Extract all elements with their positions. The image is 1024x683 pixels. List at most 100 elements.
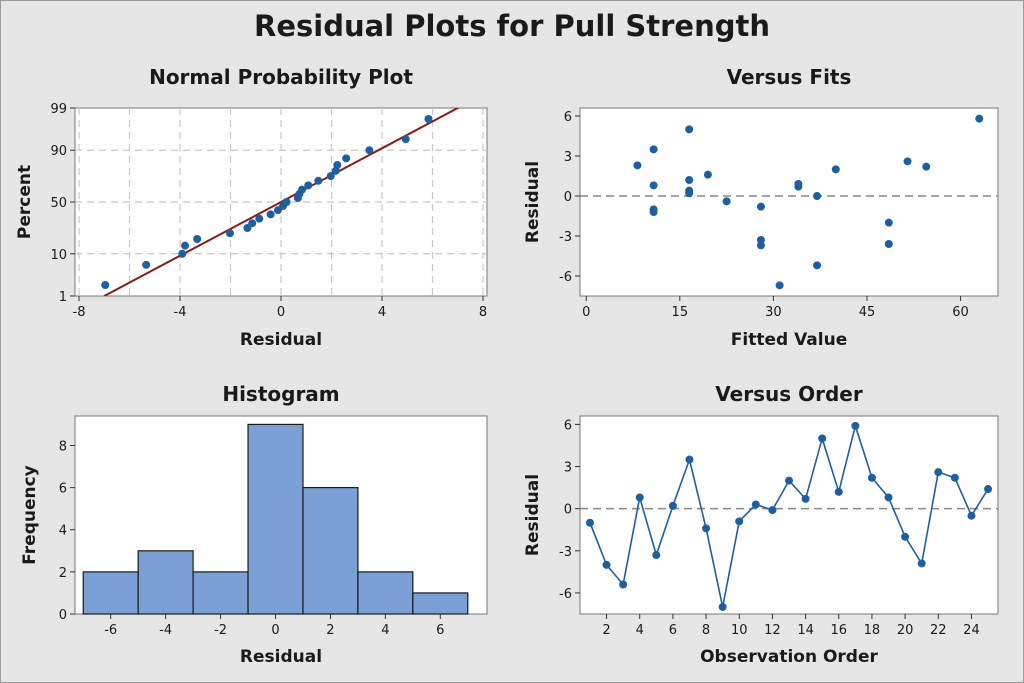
versus-order-x-tick-label: 2	[602, 623, 610, 638]
versus-fits-y-tick-label: -3	[559, 230, 572, 245]
versus-order-point	[818, 434, 827, 443]
versus-fits-x-tick-label: 45	[859, 305, 876, 320]
histogram-x-tick-label: 4	[381, 623, 389, 638]
histogram-bar	[137, 550, 194, 615]
versus-order-title: Versus Order	[715, 382, 863, 406]
normal-probability-point	[326, 172, 335, 181]
normal-probability-point	[365, 146, 374, 155]
versus-fits-x-tick-label: 15	[672, 305, 689, 320]
normal-probability-y-tick-label: 99	[50, 102, 67, 117]
normal-probability-point	[424, 115, 433, 124]
normal-probability-y-tick-label: 10	[50, 248, 67, 263]
versus-order-y-axis-label: Residual	[523, 474, 543, 556]
figure-title: Residual Plots for Pull Strength	[254, 9, 770, 43]
histogram-y-tick-label: 2	[59, 566, 67, 581]
normal-probability-x-tick-label: -8	[73, 305, 86, 320]
versus-order-x-tick-label: 12	[764, 623, 781, 638]
versus-order-y-tick-label: 6	[564, 418, 572, 433]
normal-probability-point	[255, 214, 264, 223]
versus-fits-point	[685, 176, 694, 184]
versus-order-point	[834, 487, 843, 496]
versus-order-x-tick-label: 18	[864, 623, 881, 638]
versus-order-point	[867, 473, 876, 482]
normal-probability-point	[101, 280, 110, 289]
versus-order-point	[735, 517, 744, 526]
versus-fits-x-axis-label: Fitted Value	[731, 330, 847, 350]
versus-order-x-tick-label: 8	[702, 623, 710, 638]
normal-probability-point	[314, 176, 323, 185]
versus-order-point	[984, 485, 993, 494]
versus-order-point	[751, 500, 760, 509]
normal-probability-x-tick-label: 4	[378, 305, 386, 320]
versus-fits-point	[649, 208, 658, 216]
versus-fits-point	[703, 170, 712, 179]
versus-order-x-tick-label: 6	[669, 623, 677, 638]
versus-order-x-tick-label: 20	[897, 623, 914, 638]
normal-probability-point	[333, 161, 342, 170]
histogram-x-tick-label: 2	[326, 623, 334, 638]
versus-order-point	[801, 494, 810, 503]
histogram-y-tick-label: 8	[59, 439, 67, 454]
versus-fits-x-tick-label: 30	[765, 305, 782, 320]
versus-order-point	[718, 602, 727, 611]
histogram-bar	[302, 487, 359, 615]
versus-order-point	[668, 501, 677, 510]
normal-probability-point	[282, 198, 291, 206]
versus-fits-point	[884, 218, 893, 227]
versus-fits-point	[756, 241, 765, 250]
versus-order-y-tick-label: -3	[559, 545, 572, 560]
normal-probability-x-tick-label: 0	[277, 305, 285, 320]
histogram-x-axis-label: Residual	[240, 647, 322, 667]
versus-fits-y-tick-label: 3	[564, 150, 572, 165]
versus-order-x-tick-label: 10	[731, 623, 748, 638]
versus-fits-x-tick-label: 0	[582, 305, 590, 320]
versus-order-point	[901, 532, 910, 541]
normal-probability-x-tick-label: 8	[479, 305, 487, 320]
normal-probability-point	[401, 135, 410, 144]
histogram-bar	[82, 571, 139, 615]
normal-probability-point	[304, 181, 313, 190]
versus-fits-point	[685, 125, 694, 134]
histogram-bar	[412, 592, 469, 615]
histogram-x-tick-label: 6	[436, 623, 444, 638]
versus-order-point	[785, 476, 793, 485]
versus-order-point	[602, 560, 611, 569]
versus-fits-point	[685, 189, 694, 198]
versus-order-point	[635, 493, 644, 502]
versus-order-x-tick-label: 24	[963, 623, 980, 638]
versus-fits-point	[722, 197, 731, 206]
normal-probability-y-tick-label: 50	[50, 196, 67, 211]
versus-fits-y-tick-label: -6	[559, 270, 572, 285]
histogram-y-tick-label: 4	[59, 524, 67, 539]
versus-order-y-tick-label: 3	[564, 461, 572, 476]
normal-probability-point	[142, 260, 151, 269]
histogram-bar	[247, 423, 304, 615]
versus-order-x-tick-label: 22	[930, 623, 947, 638]
normal-probability-point	[248, 219, 257, 228]
versus-order-point	[768, 506, 777, 515]
versus-order-plot-area	[579, 415, 999, 615]
normal-probability-y-tick-label: 90	[50, 144, 67, 159]
versus-order-point	[884, 493, 893, 502]
histogram-x-tick-label: 0	[271, 623, 279, 638]
versus-order-y-tick-label: -6	[559, 587, 572, 602]
versus-fits-point	[831, 165, 840, 174]
normal-probability-point	[225, 229, 234, 238]
versus-order-point	[950, 473, 959, 482]
versus-order-x-tick-label: 16	[830, 623, 847, 638]
versus-fits-point	[813, 261, 822, 270]
versus-order-x-tick-label: 14	[797, 623, 814, 638]
histogram-y-tick-label: 6	[59, 482, 67, 497]
versus-fits-point	[922, 162, 931, 171]
normal-probability-point	[342, 154, 351, 163]
histogram-bar	[192, 571, 249, 615]
versus-order-point	[917, 559, 926, 568]
versus-fits-point	[975, 114, 984, 123]
histogram-title: Histogram	[222, 382, 339, 406]
normal-probability-x-axis-label: Residual	[240, 330, 322, 350]
histogram-x-tick-label: -2	[214, 623, 227, 638]
versus-order-point	[652, 551, 661, 560]
histogram-bar	[357, 571, 414, 615]
versus-fits-point	[813, 192, 822, 200]
